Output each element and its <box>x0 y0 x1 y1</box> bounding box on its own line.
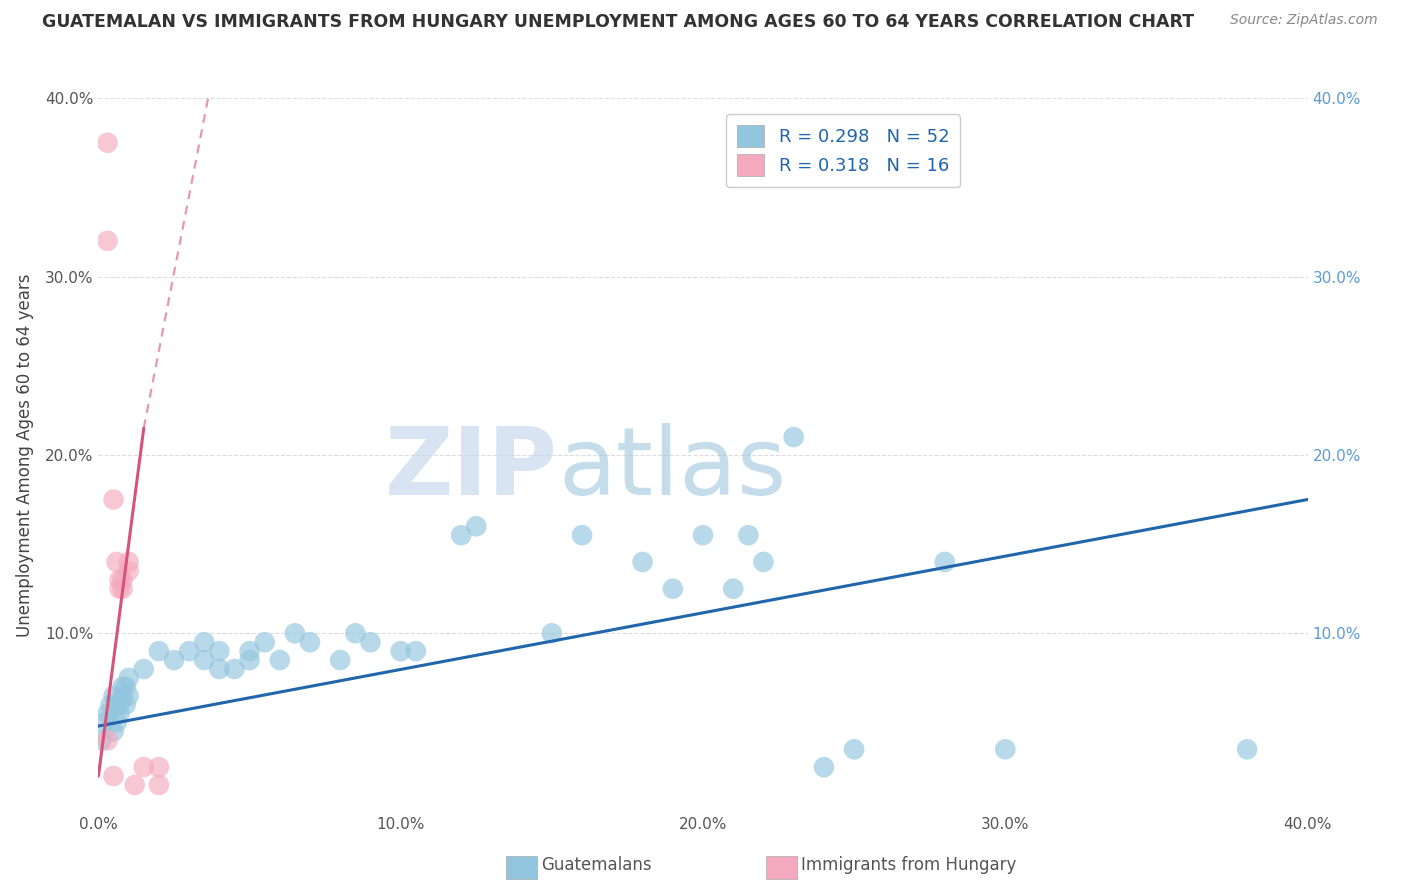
Point <box>100 698 122 712</box>
Point <box>813 760 835 774</box>
Point <box>662 582 685 596</box>
Point <box>118 671 141 685</box>
Point <box>108 582 131 596</box>
Point <box>994 742 1017 756</box>
Point <box>723 582 745 596</box>
Point <box>752 555 775 569</box>
Point <box>193 653 215 667</box>
Point <box>299 635 322 649</box>
Point <box>1236 742 1258 756</box>
Point <box>631 555 654 569</box>
Point <box>118 689 141 703</box>
Point <box>844 742 866 756</box>
Point <box>284 626 307 640</box>
Point <box>105 555 128 569</box>
Point <box>108 706 131 721</box>
Point <box>540 626 562 640</box>
Point <box>163 653 186 667</box>
Point <box>103 492 125 507</box>
Point <box>179 644 201 658</box>
Point <box>111 573 134 587</box>
Point <box>783 430 806 444</box>
Point <box>737 528 759 542</box>
Point <box>329 653 352 667</box>
Point <box>208 662 231 676</box>
Point <box>571 528 593 542</box>
Point <box>96 136 118 150</box>
Point <box>692 528 714 542</box>
Point <box>450 528 472 542</box>
Point <box>389 644 412 658</box>
Text: GUATEMALAN VS IMMIGRANTS FROM HUNGARY UNEMPLOYMENT AMONG AGES 60 TO 64 YEARS COR: GUATEMALAN VS IMMIGRANTS FROM HUNGARY UN… <box>42 13 1194 31</box>
Point <box>103 769 125 783</box>
Point <box>96 706 118 721</box>
Point <box>148 778 170 792</box>
Text: Guatemalans: Guatemalans <box>541 856 652 874</box>
Point <box>90 733 112 747</box>
Point <box>118 564 141 578</box>
Point <box>114 680 136 694</box>
Text: Immigrants from Hungary: Immigrants from Hungary <box>801 856 1017 874</box>
Point <box>405 644 427 658</box>
Point <box>360 635 382 649</box>
Point <box>465 519 488 533</box>
Point <box>124 778 146 792</box>
Text: Source: ZipAtlas.com: Source: ZipAtlas.com <box>1230 13 1378 28</box>
Point <box>239 644 262 658</box>
Point <box>96 234 118 248</box>
Text: ZIP: ZIP <box>385 423 558 516</box>
Point <box>193 635 215 649</box>
Point <box>108 698 131 712</box>
Legend: R = 0.298   N = 52, R = 0.318   N = 16: R = 0.298 N = 52, R = 0.318 N = 16 <box>725 114 960 187</box>
Point <box>96 733 118 747</box>
Point <box>132 662 155 676</box>
Point <box>224 662 246 676</box>
Point <box>132 760 155 774</box>
Point <box>105 698 128 712</box>
Point <box>208 644 231 658</box>
Point <box>103 724 125 739</box>
Point <box>253 635 276 649</box>
Point <box>105 715 128 730</box>
Point <box>93 715 115 730</box>
Point <box>148 760 170 774</box>
Point <box>118 555 141 569</box>
Text: atlas: atlas <box>558 423 786 516</box>
Point <box>114 698 136 712</box>
Y-axis label: Unemployment Among Ages 60 to 64 years: Unemployment Among Ages 60 to 64 years <box>15 273 34 637</box>
Point <box>111 680 134 694</box>
Point <box>148 644 170 658</box>
Point <box>344 626 367 640</box>
Point <box>934 555 956 569</box>
Point <box>239 653 262 667</box>
Point <box>108 573 131 587</box>
Point <box>269 653 291 667</box>
Point <box>111 689 134 703</box>
Point <box>111 582 134 596</box>
Point <box>103 689 125 703</box>
